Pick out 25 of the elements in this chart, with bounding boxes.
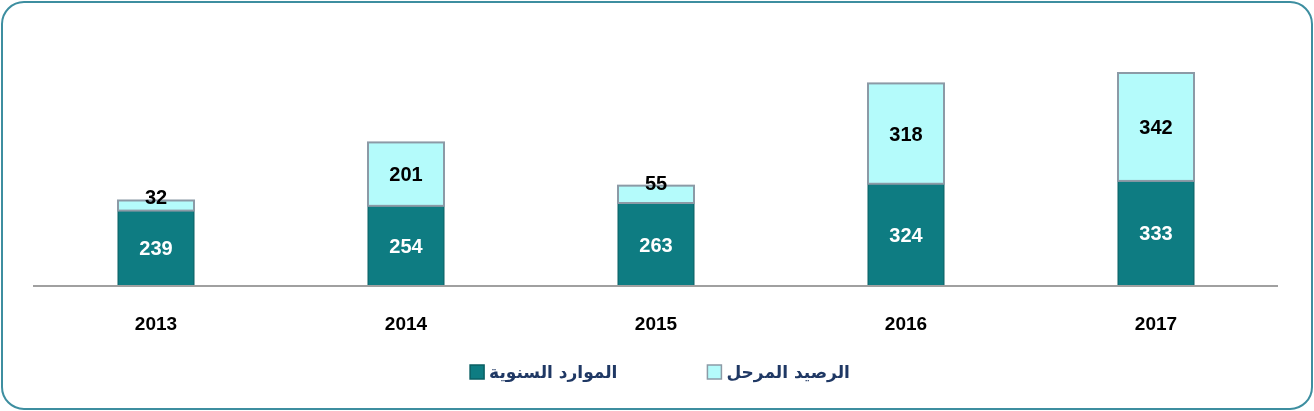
data-label: 263 — [639, 233, 673, 256]
data-label: 333 — [1139, 222, 1173, 245]
data-label: 342 — [1139, 115, 1173, 138]
legend-label: الرصيد المرحل — [726, 362, 850, 383]
bar — [117, 210, 195, 287]
x-tick-label: 2013 — [134, 313, 178, 334]
legend-label: الموارد السنوية — [489, 362, 618, 383]
data-label: 201 — [389, 163, 423, 186]
x-tick-label: 2015 — [634, 313, 678, 334]
x-tick-label: 2016 — [884, 313, 928, 334]
bar — [1117, 180, 1195, 287]
data-label: 239 — [139, 237, 173, 260]
data-label: 324 — [889, 223, 924, 246]
x-tick-label: 2017 — [1134, 313, 1178, 334]
data-label: 32 — [144, 186, 168, 209]
bar — [1117, 72, 1195, 182]
data-label: 318 — [889, 122, 923, 145]
x-tick-label: 2014 — [384, 313, 428, 334]
bar — [367, 141, 445, 207]
bar — [617, 202, 695, 287]
bar — [367, 205, 445, 287]
data-label: 55 — [644, 171, 668, 194]
data-label: 254 — [389, 234, 424, 257]
bar — [867, 82, 945, 185]
bar — [867, 183, 945, 287]
